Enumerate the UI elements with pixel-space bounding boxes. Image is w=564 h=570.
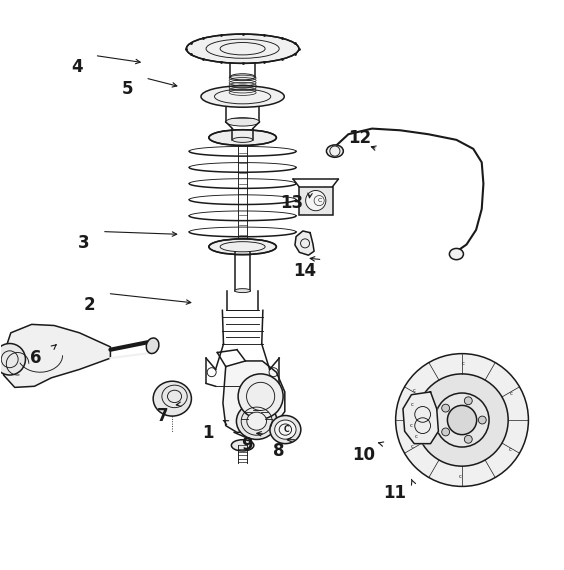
Text: 2: 2: [84, 296, 95, 314]
Ellipse shape: [247, 412, 267, 430]
Circle shape: [238, 374, 283, 419]
Polygon shape: [295, 231, 314, 255]
Polygon shape: [223, 361, 285, 433]
Circle shape: [396, 353, 528, 486]
Ellipse shape: [186, 34, 299, 63]
Text: c: c: [509, 447, 512, 452]
Text: 10: 10: [352, 446, 375, 464]
Circle shape: [416, 374, 508, 466]
Text: 14: 14: [293, 262, 316, 280]
Text: c: c: [462, 361, 465, 367]
Ellipse shape: [146, 338, 159, 353]
Text: c: c: [411, 402, 414, 407]
Text: 3: 3: [78, 234, 90, 252]
Ellipse shape: [231, 439, 254, 451]
Text: 12: 12: [348, 129, 371, 146]
Ellipse shape: [270, 416, 301, 443]
Text: c: c: [459, 474, 462, 479]
Text: c: c: [510, 390, 513, 396]
Ellipse shape: [327, 145, 343, 157]
Circle shape: [435, 393, 489, 447]
Ellipse shape: [153, 381, 191, 416]
Text: c: c: [415, 434, 417, 439]
Text: c: c: [412, 388, 416, 393]
Text: 13: 13: [280, 194, 303, 213]
Text: c: c: [411, 445, 414, 450]
Polygon shape: [3, 324, 111, 388]
Ellipse shape: [235, 288, 250, 292]
Ellipse shape: [209, 239, 276, 255]
Text: 6: 6: [30, 349, 41, 367]
Polygon shape: [403, 392, 438, 443]
Text: C: C: [318, 198, 323, 203]
Ellipse shape: [226, 117, 259, 126]
Text: 8: 8: [274, 442, 285, 460]
Ellipse shape: [450, 249, 464, 260]
Text: 1: 1: [202, 424, 214, 442]
Circle shape: [447, 405, 477, 435]
Circle shape: [0, 344, 25, 375]
Text: 9: 9: [241, 437, 253, 454]
FancyBboxPatch shape: [299, 186, 333, 215]
Text: 11: 11: [383, 484, 406, 502]
Circle shape: [464, 397, 472, 405]
Ellipse shape: [232, 137, 253, 142]
Text: 7: 7: [157, 406, 169, 425]
Ellipse shape: [201, 86, 284, 107]
Text: C: C: [284, 425, 289, 434]
Ellipse shape: [230, 74, 255, 80]
Ellipse shape: [209, 130, 276, 145]
Circle shape: [442, 404, 450, 412]
Circle shape: [442, 428, 450, 436]
Text: c: c: [410, 423, 413, 428]
Circle shape: [478, 416, 486, 424]
Ellipse shape: [275, 420, 296, 439]
Text: 4: 4: [71, 58, 82, 76]
Ellipse shape: [236, 403, 277, 439]
Text: 5: 5: [121, 80, 133, 98]
Circle shape: [464, 435, 472, 443]
Circle shape: [306, 190, 326, 211]
